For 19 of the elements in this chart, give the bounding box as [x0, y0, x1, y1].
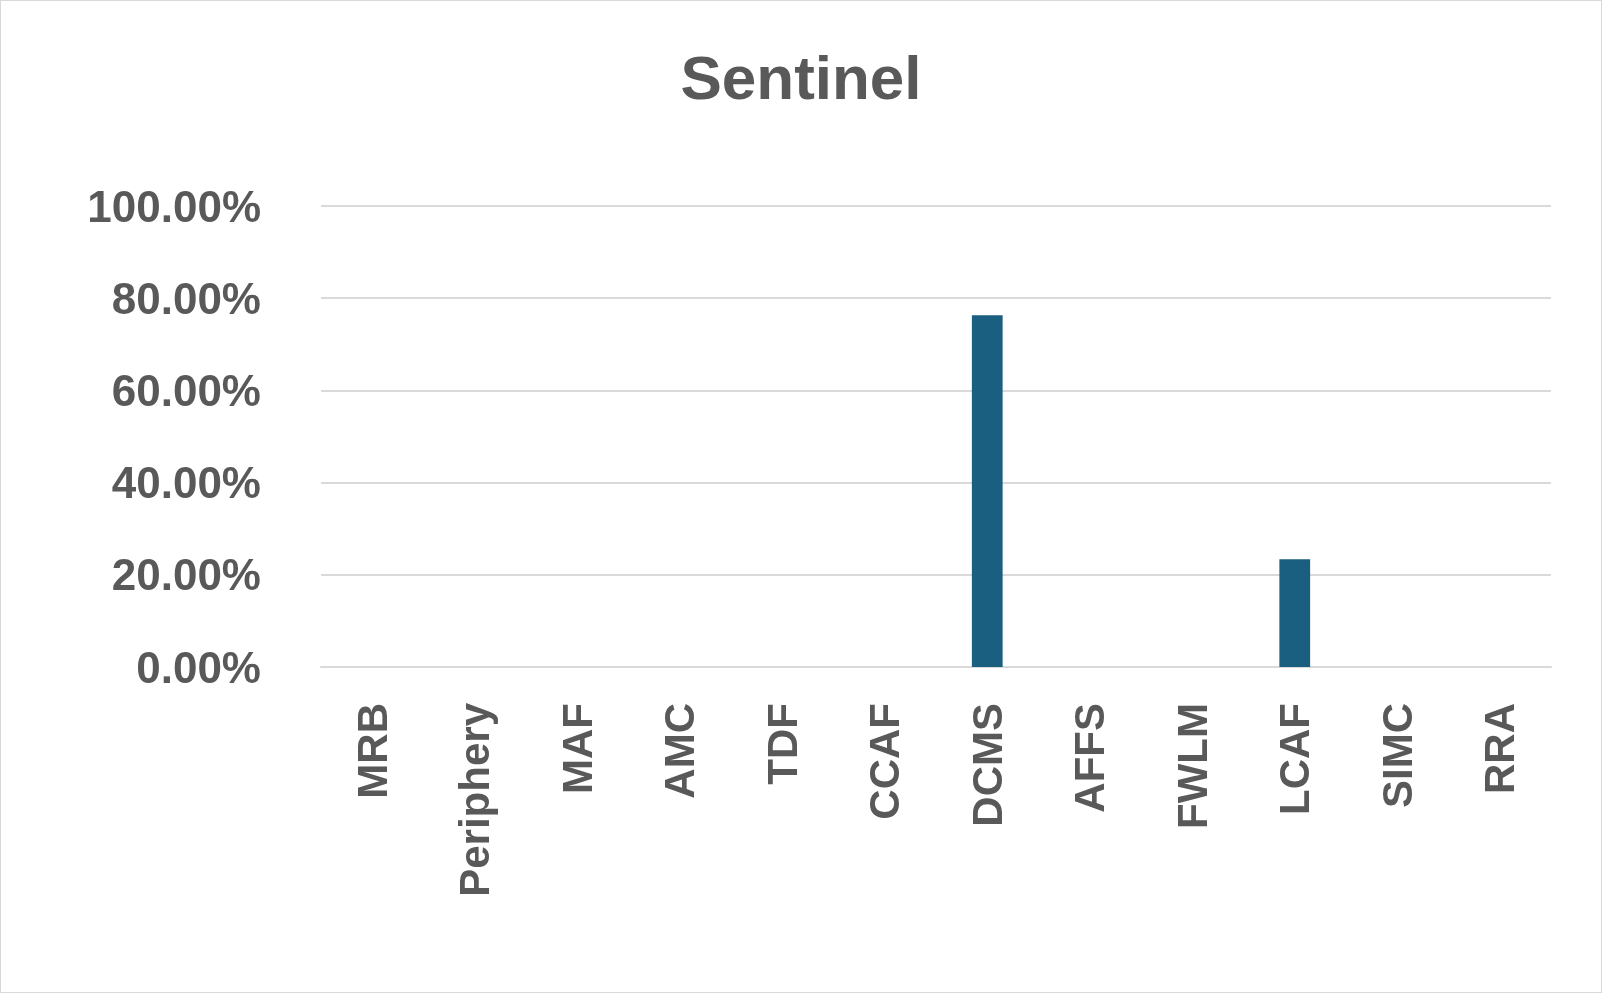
x-tick-label: DCMS [963, 703, 1011, 827]
x-tick-label: AFFS [1066, 703, 1114, 813]
x-tick-label: MAF [553, 703, 601, 794]
y-tick-label: 100.00% [87, 181, 261, 231]
y-tick-label: 60.00% [111, 365, 261, 415]
x-tick-label: LCAF [1271, 703, 1319, 815]
x-tick-label: SIMC [1373, 703, 1421, 808]
x-tick-label: RRA [1476, 703, 1524, 794]
y-tick-label: 20.00% [111, 550, 261, 600]
x-tick-label: CCAF [861, 703, 909, 820]
y-tick-label: 40.00% [111, 458, 261, 508]
x-tick-label: MRB [348, 703, 396, 799]
chart-title: Sentinel [680, 42, 922, 112]
x-tick-label: FWLM [1168, 703, 1216, 829]
y-tick-label: 0.00% [136, 642, 261, 692]
x-tick-label: AMC [656, 703, 704, 799]
y-tick-label: 80.00% [111, 273, 261, 323]
x-tick-label: TDF [758, 703, 806, 785]
x-tick-label: Periphery [451, 702, 499, 897]
